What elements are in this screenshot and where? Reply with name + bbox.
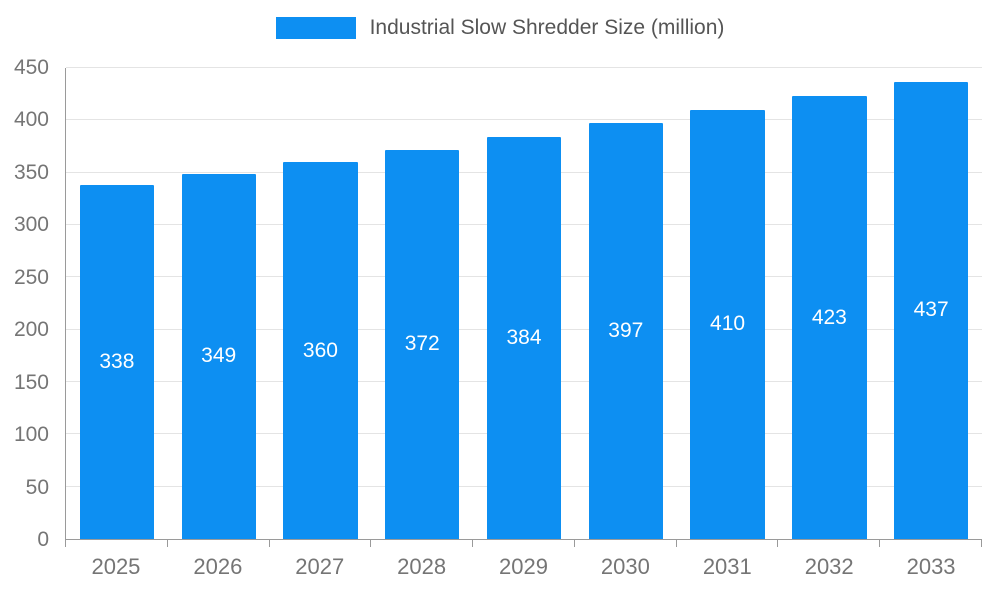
bar-value-label: 410 [710, 312, 746, 336]
y-axis-labels: 0 50 100 150 200 250 300 350 400 450 [3, 56, 55, 551]
bar-2030[interactable]: 397 [588, 123, 663, 539]
legend-swatch [275, 17, 356, 39]
x-axis-label: 2031 [702, 554, 752, 579]
x-tick [371, 540, 474, 547]
bar-cell: 349 [168, 68, 270, 539]
bar-value-label: 349 [201, 344, 237, 368]
bar-2028[interactable]: 372 [385, 149, 460, 539]
x-tick [575, 540, 677, 547]
x-tick [168, 540, 270, 547]
plot-wrap: 0 50 100 150 200 250 300 350 400 450 338 349 360 372… [14, 56, 983, 579]
bar-cell: 423 [778, 68, 880, 539]
y-axis-label: 350 [13, 160, 49, 184]
x-axis-label: 2025 [91, 554, 141, 579]
legend-label: Industrial Slow Shredder Size (million) [369, 16, 725, 39]
bar-2033[interactable]: 437 [893, 81, 969, 539]
bar-value-label: 384 [506, 326, 542, 350]
y-axis-label: 450 [13, 56, 49, 79]
bar-value-label: 423 [811, 305, 847, 329]
x-tick [66, 540, 168, 547]
bar-2027[interactable]: 360 [283, 162, 358, 539]
bar-2029[interactable]: 384 [486, 137, 562, 539]
x-axis-label: 2029 [499, 554, 548, 579]
bar-value-label: 360 [302, 338, 338, 362]
bar-value-label: 338 [99, 350, 135, 374]
y-axis-label: 150 [13, 370, 49, 394]
x-axis-label: 2028 [397, 554, 447, 579]
bar-2025[interactable]: 338 [79, 185, 155, 539]
x-tick [270, 540, 372, 547]
y-axis-label: 50 [25, 475, 49, 499]
bar-value-label: 437 [913, 298, 949, 322]
bar-cell: 410 [677, 68, 779, 539]
bar-cell: 437 [880, 68, 982, 539]
x-tick [778, 540, 881, 547]
x-axis-label: 2027 [295, 554, 345, 579]
x-axis-label: 2032 [804, 554, 854, 579]
x-axis-label: 2033 [906, 554, 956, 579]
legend[interactable]: Industrial Slow Shredder Size (million) [0, 16, 1000, 40]
x-axis-label: 2030 [600, 554, 650, 579]
x-tick [473, 540, 575, 547]
y-axis-label: 400 [13, 108, 49, 132]
bar-cell: 372 [371, 68, 473, 539]
x-axis-labels: 2025 2026 2027 2028 2029 2030 2031 2032 2033 [65, 554, 982, 580]
y-axis-label: 200 [13, 318, 49, 342]
x-axis-ticks [65, 540, 983, 547]
bar-value-label: 372 [404, 332, 440, 356]
x-axis-label: 2026 [193, 554, 243, 579]
x-tick [677, 540, 779, 547]
bar-value-label: 397 [608, 319, 644, 343]
bar-2032[interactable]: 423 [792, 96, 867, 539]
gridline [66, 67, 982, 68]
bar-2031[interactable]: 410 [690, 109, 765, 539]
y-axis-label: 300 [13, 213, 49, 237]
y-axis-label: 250 [13, 265, 49, 289]
plot-area: 338 349 360 372 384 397 410 423 437 [65, 67, 982, 540]
y-axis-label: 0 [37, 528, 49, 551]
y-axis-label: 100 [13, 423, 49, 447]
bar-cell: 338 [66, 68, 168, 539]
gridline [66, 119, 982, 121]
x-tick [880, 540, 983, 547]
bar-cell: 397 [575, 68, 677, 539]
bar-cell: 384 [473, 68, 575, 539]
bar-cell: 360 [270, 68, 372, 539]
bars-group: 338 349 360 372 384 397 410 423 437 [66, 68, 982, 539]
bar-2026[interactable]: 349 [181, 173, 256, 539]
